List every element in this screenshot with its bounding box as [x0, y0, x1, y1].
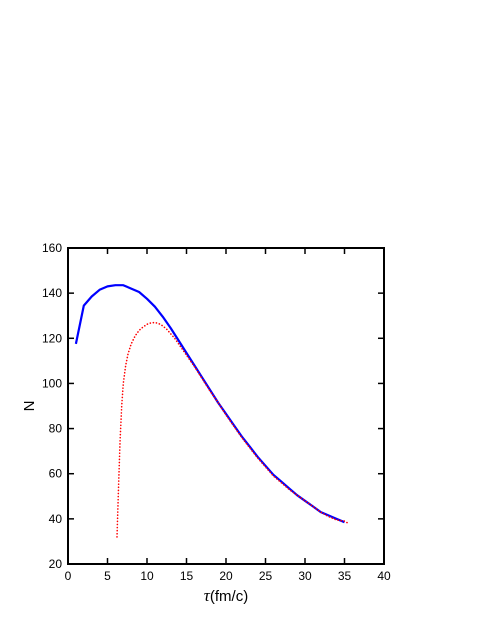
y-tick-label: 120 — [42, 331, 62, 345]
series-line-dotted — [116, 321, 350, 538]
y-tick-label: 100 — [42, 376, 62, 390]
x-tick-label: 5 — [104, 569, 111, 583]
axis-ticks — [67, 247, 385, 565]
y-axis-title: N — [21, 401, 38, 412]
x-tick-label: 40 — [377, 569, 391, 583]
series-line-solid — [74, 284, 345, 524]
series-layer — [74, 284, 350, 538]
x-tick-label: 20 — [219, 569, 233, 583]
y-tick-label: 160 — [42, 241, 62, 255]
x-tick-label: 25 — [259, 569, 273, 583]
x-tick-label: 0 — [65, 569, 72, 583]
x-axis-title-unit: (fm/c) — [210, 588, 248, 605]
x-axis-title-symbol: τ — [204, 586, 211, 605]
x-axis-title: τ(fm/c) — [204, 586, 248, 605]
x-tick-label: 30 — [298, 569, 312, 583]
y-tick-label: 40 — [49, 512, 63, 526]
x-tick-label: 15 — [180, 569, 194, 583]
tick-labels: 0 5 10 15 20 25 30 35 40 20 40 60 80 100 120 140 160 — [42, 241, 391, 583]
x-tick-label: 35 — [338, 569, 352, 583]
y-tick-label: 140 — [42, 286, 62, 300]
x-tick-label: 10 — [140, 569, 154, 583]
y-tick-label: 60 — [49, 467, 63, 481]
y-tick-label: 20 — [49, 557, 63, 571]
plot-frame — [67, 247, 385, 565]
y-tick-label: 80 — [49, 422, 63, 436]
